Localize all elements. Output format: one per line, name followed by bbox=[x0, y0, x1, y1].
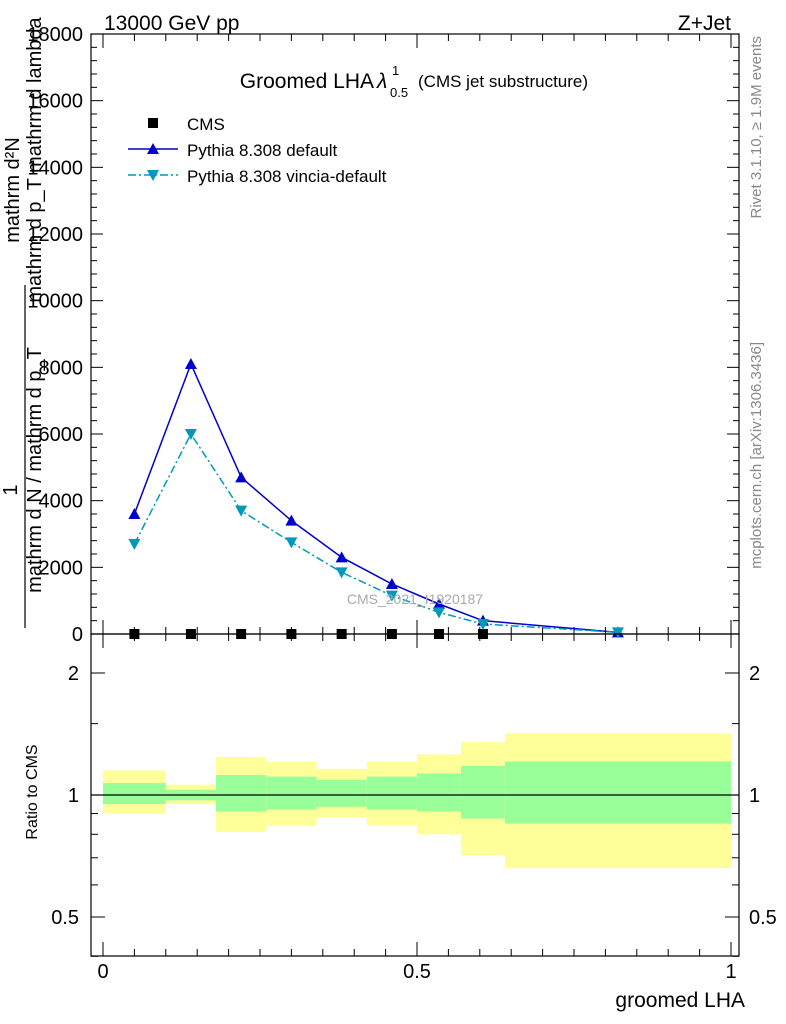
default-series-marker bbox=[235, 471, 248, 483]
ratio-frame bbox=[90, 633, 740, 957]
vincia-series-line bbox=[133, 432, 619, 634]
ratio-inner-band bbox=[504, 761, 731, 824]
ylabel-one: 1 bbox=[0, 484, 22, 495]
main-ytick-label: 0 bbox=[72, 624, 83, 646]
vincia-series-marker bbox=[184, 429, 197, 440]
default-series-marker bbox=[385, 578, 398, 589]
main-ytick-label: 12000 bbox=[27, 224, 83, 246]
title-sub: 0.5 bbox=[390, 85, 408, 100]
ratio-inner-band bbox=[417, 773, 461, 812]
title-text: Groomed LHA bbox=[240, 70, 374, 93]
main-ytick-label: 14000 bbox=[27, 157, 83, 179]
legend-default-label: Pythia 8.308 default bbox=[187, 141, 338, 160]
main-ylabel: mathrm d²N mathrm d p_T mathrm d lambda … bbox=[0, 16, 46, 628]
ratio-inner-band bbox=[460, 765, 505, 819]
ratio-xticks: 0 0.5 1 bbox=[97, 634, 737, 983]
process-label: Z+Jet bbox=[678, 12, 731, 35]
main-ytick-label: 18000 bbox=[27, 24, 83, 46]
title-symbol: λ bbox=[376, 70, 387, 93]
ratio-ytick-label-right: 0.5 bbox=[749, 907, 777, 929]
main-ytick-label: 10000 bbox=[27, 291, 83, 313]
ratio-xtick-label: 0.5 bbox=[403, 961, 431, 983]
ratio-ytick-label-right: 2 bbox=[749, 663, 760, 685]
legend: CMS Pythia 8.308 default Pythia 8.308 vi… bbox=[128, 115, 387, 186]
main-ytick-label: 6000 bbox=[39, 424, 84, 446]
ylabel-denominator: mathrm d N / mathrm d p_T bbox=[24, 347, 46, 593]
main-ytick-label: 4000 bbox=[39, 491, 84, 513]
ylabel-numerator-line2: mathrm d p_T mathrm d lambda bbox=[24, 16, 46, 302]
vincia-series-marker bbox=[476, 619, 489, 630]
energy-label: 13000 GeV pp bbox=[104, 12, 239, 35]
ratio-inner-band bbox=[216, 775, 267, 812]
default-series-marker bbox=[184, 358, 197, 369]
ratio-ytick-label: 2 bbox=[68, 663, 79, 685]
watermark: CMS_2021_I1920187 bbox=[347, 591, 483, 607]
main-yticks: 0 2000 4000 6000 8000 10000 12000 14000 16000 180… bbox=[27, 24, 739, 646]
ratio-ytick-label: 1 bbox=[68, 785, 79, 807]
vincia-series-marker bbox=[611, 627, 624, 639]
ratio-panel: 0.5 0.51 12 2 0 0.5 1 Ratio to CMS groomed LH… bbox=[24, 633, 777, 1012]
ratio-inner-band bbox=[266, 776, 317, 810]
legend-cms-marker bbox=[148, 118, 158, 128]
default-series-marker bbox=[285, 514, 298, 526]
vincia-series-marker bbox=[128, 539, 141, 550]
main-panel: 0 2000 4000 6000 8000 10000 12000 14000 16000 180… bbox=[0, 16, 740, 646]
legend-cms-label: CMS bbox=[187, 115, 225, 134]
legend-vincia-label: Pythia 8.308 vincia-default bbox=[187, 167, 387, 186]
vincia-series-marker bbox=[335, 567, 348, 579]
ylabel-numerator-line1: mathrm d²N bbox=[2, 137, 24, 243]
ratio-yticks: 0.5 0.5 1 1 2 2 bbox=[51, 663, 777, 957]
chart-subtitle: (CMS jet substructure) bbox=[418, 72, 588, 91]
mcplots-credit: mcplots.cern.ch [arXiv:1306.3436] bbox=[748, 342, 765, 569]
ratio-inner-band bbox=[316, 779, 367, 807]
rivet-credit: Rivet 3.1.10, ≥ 1.9M events bbox=[748, 36, 765, 219]
main-ytick-label: 2000 bbox=[39, 557, 84, 579]
main-ytick-label: 8000 bbox=[39, 357, 84, 379]
legend-default-marker bbox=[147, 143, 159, 154]
x-axis-title: groomed LHA bbox=[615, 989, 745, 1012]
ratio-inner-band bbox=[366, 776, 417, 810]
default-series-marker bbox=[128, 508, 141, 519]
chart-title: Groomed LHA λ 1 0.5 (CMS jet substructur… bbox=[240, 63, 588, 100]
ratio-xtick-label: 1 bbox=[725, 961, 736, 983]
ratio-ytick-label-right: 1 bbox=[749, 785, 760, 807]
title-sup: 1 bbox=[392, 63, 399, 78]
vincia-series-marker bbox=[285, 537, 298, 549]
default-series-marker bbox=[432, 598, 445, 609]
main-ytick-label: 16000 bbox=[27, 91, 83, 113]
ratio-ylabel: Ratio to CMS bbox=[24, 744, 41, 839]
vincia-series-marker bbox=[235, 505, 248, 517]
ratio-ytick-label: 0.5 bbox=[51, 907, 79, 929]
vincia-series-marker bbox=[385, 590, 398, 602]
ratio-xtick-label: 0 bbox=[97, 961, 108, 983]
ratio-bands bbox=[103, 733, 731, 869]
vincia-series-marker bbox=[432, 607, 445, 619]
default-series-marker bbox=[335, 551, 348, 563]
ratio-inner-band bbox=[103, 783, 166, 805]
legend-vincia-marker bbox=[147, 170, 159, 181]
